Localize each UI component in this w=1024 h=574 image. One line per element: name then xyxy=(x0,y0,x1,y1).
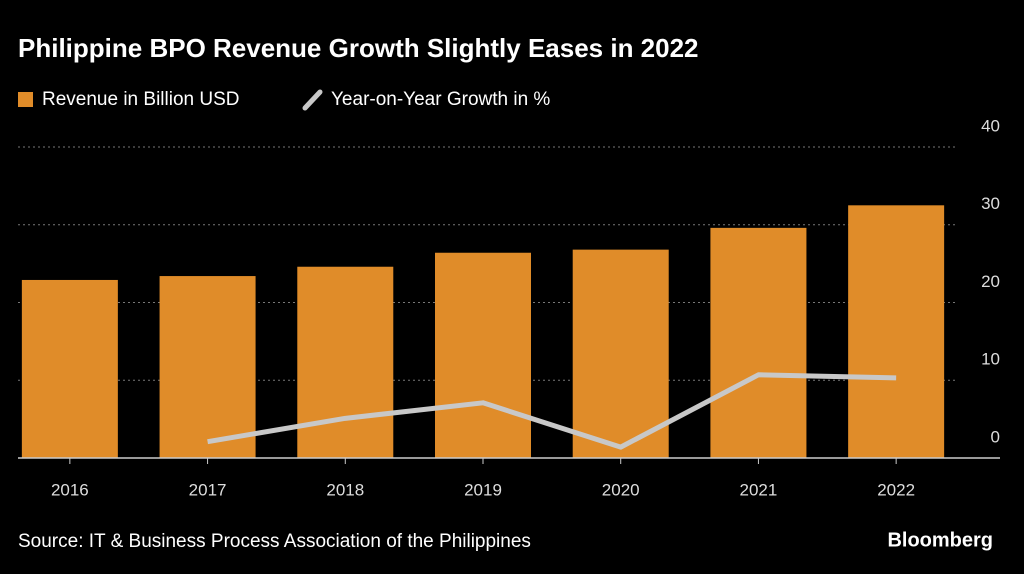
x-tick-label: 2016 xyxy=(51,480,89,499)
bar xyxy=(572,249,669,458)
bar xyxy=(435,252,531,458)
legend-label: Revenue in Billion USD xyxy=(42,89,240,110)
x-tick-label: 2019 xyxy=(464,480,502,499)
bar xyxy=(848,205,945,458)
y-tick-label: 40 xyxy=(981,116,1000,135)
bar xyxy=(297,266,394,458)
source: Source: IT & Business Process Associatio… xyxy=(18,531,531,552)
brand: Bloomberg xyxy=(887,529,993,551)
bar xyxy=(159,276,256,458)
bar xyxy=(21,279,118,458)
x-tick-label: 2020 xyxy=(602,480,640,499)
legend-swatch xyxy=(18,92,33,107)
x-tick-label: 2021 xyxy=(740,480,778,499)
x-tick-label: 2017 xyxy=(189,480,227,499)
legend-swatch xyxy=(302,89,323,111)
x-tick-label: 2018 xyxy=(326,480,364,499)
y-tick-label: 10 xyxy=(981,350,1000,369)
line xyxy=(207,372,897,450)
x-tick-label: 2022 xyxy=(877,480,915,499)
chart-title: Philippine BPO Revenue Growth Slightly E… xyxy=(18,33,699,63)
y-tick-label: 20 xyxy=(981,272,1000,291)
y-tick-label: 0 xyxy=(991,427,1000,446)
y-tick-label: 30 xyxy=(981,194,1000,213)
bar xyxy=(710,227,807,458)
legend-label: Year-on-Year Growth in % xyxy=(331,89,550,110)
